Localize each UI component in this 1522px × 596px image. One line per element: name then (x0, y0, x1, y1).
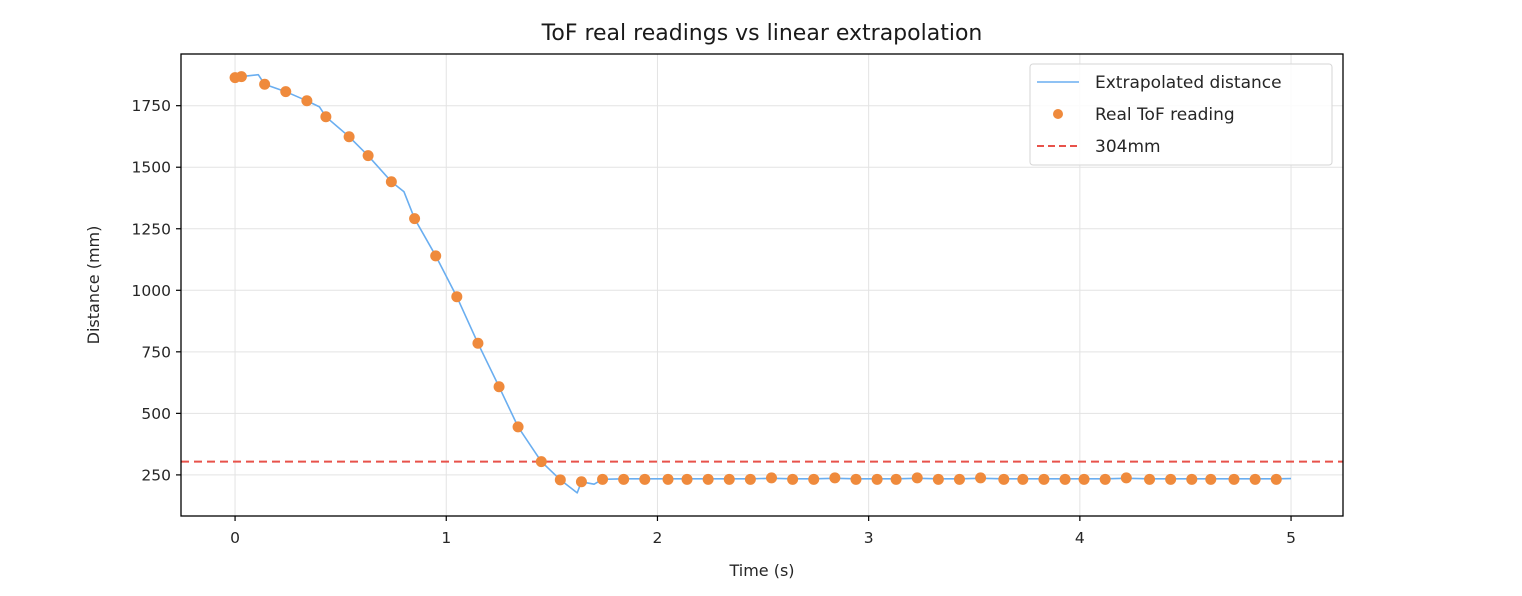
real-reading-point (1120, 472, 1132, 484)
x-tick-label: 1 (441, 529, 451, 547)
real-tof-reading-points (229, 71, 1282, 488)
legend-label-threshold: 304mm (1095, 137, 1161, 157)
real-reading-point (932, 473, 944, 485)
real-reading-point (409, 213, 421, 225)
real-reading-point (1228, 473, 1240, 485)
real-reading-point (808, 473, 820, 485)
real-reading-point (723, 473, 735, 485)
chart-title: ToF real readings vs linear extrapolatio… (541, 21, 983, 46)
y-axis-label: Distance (mm) (84, 226, 103, 345)
real-reading-point (597, 473, 609, 485)
real-reading-point (1078, 473, 1090, 485)
real-reading-point (259, 78, 271, 90)
real-reading-point (744, 473, 756, 485)
x-tick-label: 0 (230, 529, 240, 547)
real-reading-point (512, 421, 524, 433)
real-reading-point (343, 131, 355, 143)
real-reading-point (320, 111, 332, 123)
real-reading-point (575, 476, 587, 488)
plot-area (181, 71, 1343, 494)
legend-dot-swatch-icon (1053, 109, 1063, 119)
real-reading-point (472, 337, 484, 349)
real-reading-point (554, 474, 566, 486)
real-reading-point (953, 473, 965, 485)
real-reading-point (975, 472, 987, 484)
real-reading-point (766, 472, 778, 484)
x-tick-label: 3 (864, 529, 874, 547)
real-reading-point (235, 71, 247, 83)
real-reading-point (829, 472, 841, 484)
real-reading-point (1165, 473, 1177, 485)
real-reading-point (787, 473, 799, 485)
real-reading-point (850, 473, 862, 485)
real-reading-point (493, 381, 505, 393)
real-reading-point (662, 473, 674, 485)
real-reading-point (681, 473, 693, 485)
real-reading-point (890, 473, 902, 485)
axes-frame (180, 53, 1344, 517)
real-reading-point (911, 472, 923, 484)
legend-label-real: Real ToF reading (1095, 105, 1235, 125)
y-tick-label: 500 (141, 405, 171, 423)
real-reading-point (871, 473, 883, 485)
real-reading-point (998, 473, 1010, 485)
real-reading-point (280, 86, 292, 98)
real-reading-point (385, 176, 397, 188)
x-tick-label: 2 (653, 529, 663, 547)
y-tick-label: 1000 (132, 282, 171, 300)
real-reading-point (535, 456, 547, 468)
real-reading-point (301, 95, 313, 107)
real-reading-point (618, 473, 630, 485)
real-reading-point (430, 250, 442, 262)
x-axis-label: Time (s) (728, 561, 794, 580)
real-reading-point (1205, 473, 1217, 485)
real-reading-point (362, 150, 374, 162)
y-tick-label: 750 (141, 343, 171, 361)
real-reading-point (639, 473, 651, 485)
y-tick-label: 250 (141, 466, 171, 484)
y-tick-label: 1500 (132, 159, 171, 177)
x-axis-ticks: 0 1 2 3 4 5 (230, 516, 1296, 547)
real-reading-point (1017, 473, 1029, 485)
legend-label-extrapolated: Extrapolated distance (1095, 73, 1282, 93)
legend: Extrapolated distance Real ToF reading 3… (1029, 63, 1333, 166)
real-reading-point (1270, 473, 1282, 485)
real-reading-point (1059, 473, 1071, 485)
real-reading-point (1038, 473, 1050, 485)
real-reading-point (451, 291, 463, 303)
x-tick-label: 4 (1075, 529, 1085, 547)
real-reading-point (1099, 473, 1111, 485)
real-reading-point (1144, 473, 1156, 485)
real-reading-point (1186, 473, 1198, 485)
y-tick-label: 1250 (132, 220, 171, 238)
y-axis-ticks: 250 500 750 1000 1250 1500 1750 (132, 97, 181, 484)
real-reading-point (702, 473, 714, 485)
y-tick-label: 1750 (132, 97, 171, 115)
legend-box (1029, 63, 1333, 166)
x-tick-label: 5 (1286, 529, 1296, 547)
real-reading-point (1249, 473, 1261, 485)
